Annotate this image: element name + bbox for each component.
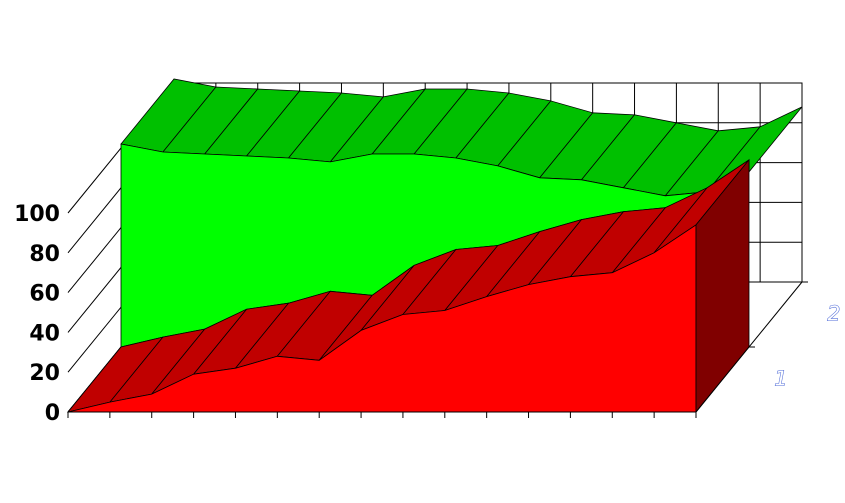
y-tick-label: 0 [45,401,60,426]
series-1-area [66,158,750,414]
y-tick-label: 20 [29,361,60,386]
series-2-area [120,78,803,348]
x-axis [67,281,808,418]
depth-label: 2 [828,302,841,326]
depth-axis-labels: 12 [774,301,841,391]
y-axis-tick-labels: 0 20 40 60 80 100 [14,202,60,426]
y-tick-label: 60 [29,282,60,307]
y-tick-label: 100 [14,202,60,227]
y-tick-label: 80 [29,242,60,267]
y-tick-label: 40 [29,321,60,346]
depth-label: 1 [775,367,788,391]
